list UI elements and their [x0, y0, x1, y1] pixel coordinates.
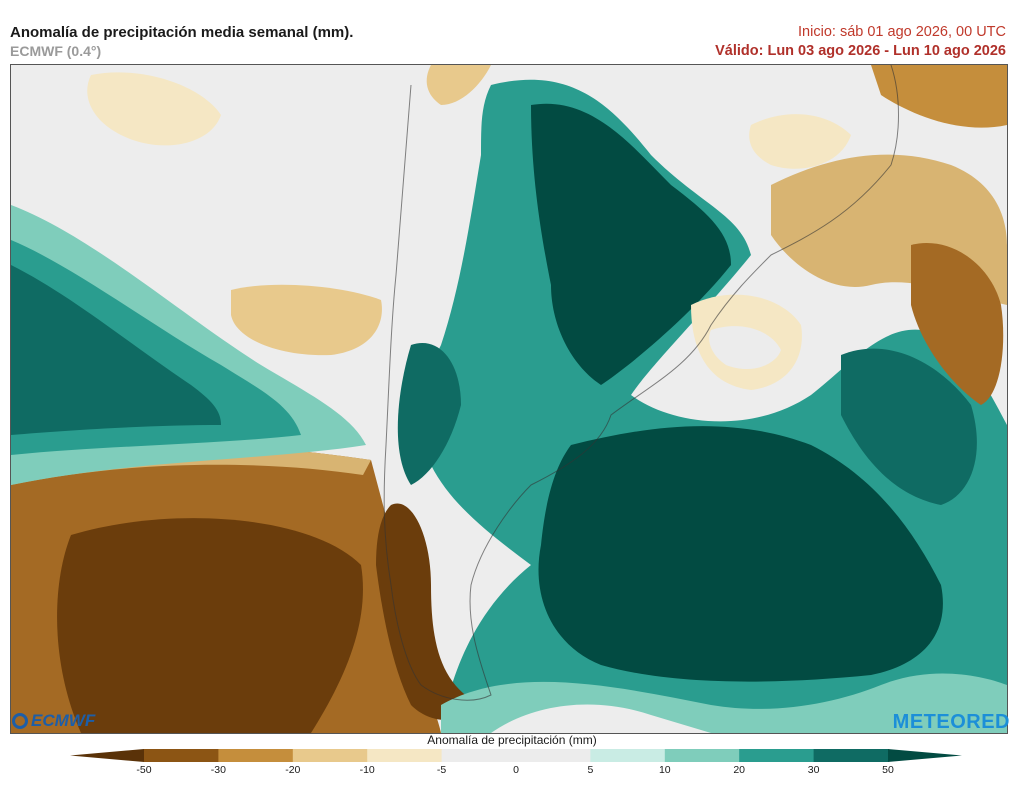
colorbar-bin	[292, 749, 368, 762]
colorbar	[70, 749, 962, 762]
colorbar-tick-label: 0	[513, 764, 519, 776]
colorbar-bin	[144, 749, 219, 762]
colorbar-tick-label: -20	[285, 764, 301, 776]
meteored-logo: METEORED	[892, 711, 1010, 733]
ecmwf-ring-icon	[12, 713, 28, 729]
colorbar-tick-label: 20	[733, 764, 746, 776]
colorbar-bin	[367, 749, 443, 762]
colorbar-tick-label: 30	[807, 764, 820, 776]
colorbar-bin	[590, 749, 666, 762]
precipitation-anomaly-map	[10, 64, 1008, 734]
colorbar-label: Anomalía de precipitación (mm)	[427, 733, 597, 747]
init-time: Inicio: sáb 01 ago 2026, 00 UTC	[798, 24, 1006, 40]
ecmwf-logo: ECMWF	[12, 711, 95, 731]
colorbar-tick-label: 5	[587, 764, 594, 776]
colorbar-tick-label: -10	[359, 764, 375, 776]
colorbar-bin	[218, 749, 294, 762]
colorbar-extend-high	[888, 749, 962, 762]
colorbar-tick-label: -5	[436, 764, 447, 776]
colorbar-tick-label: 10	[658, 764, 671, 776]
ecmwf-logo-text: ECMWF	[31, 711, 96, 730]
valid-period: Válido: Lun 03 ago 2026 - Lun 10 ago 202…	[715, 43, 1006, 59]
colorbar-bin	[739, 749, 815, 762]
colorbar-tick-label: -50	[136, 764, 152, 776]
chart-title: Anomalía de precipitación media semanal …	[10, 24, 354, 41]
colorbar-bin	[813, 749, 889, 762]
colorbar-tick-label: -30	[210, 764, 226, 776]
colorbar-bin	[441, 749, 517, 762]
colorbar-bin	[516, 749, 591, 762]
model-label: ECMWF (0.4°)	[10, 43, 102, 59]
colorbar-extend-low	[70, 749, 144, 762]
colorbar-bin	[664, 749, 740, 762]
colorbar-tick-label: 50	[882, 764, 894, 776]
